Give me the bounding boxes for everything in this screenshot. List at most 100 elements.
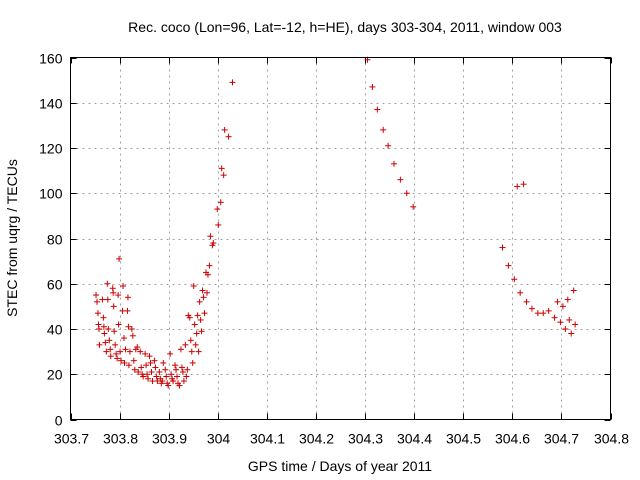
data-point — [174, 373, 181, 380]
data-point — [168, 371, 175, 378]
data-point — [115, 321, 122, 328]
data-point — [505, 262, 512, 269]
data-point — [121, 359, 128, 366]
data-point — [101, 330, 108, 337]
data-point — [140, 373, 147, 380]
data-point — [113, 350, 120, 357]
x-tick-label: 304.3 — [348, 431, 383, 447]
data-point — [115, 292, 122, 299]
data-point — [121, 335, 128, 342]
data-point — [183, 373, 190, 380]
data-point — [188, 348, 195, 355]
x-tick-label: 304.8 — [594, 431, 629, 447]
x-tick-label: 304.4 — [397, 431, 432, 447]
data-point — [197, 316, 204, 323]
data-point — [110, 289, 117, 296]
x-tick-label: 303.9 — [152, 431, 187, 447]
data-point — [225, 133, 232, 140]
data-point — [165, 382, 172, 389]
data-point — [380, 126, 387, 133]
data-point — [100, 323, 107, 330]
data-points — [93, 56, 579, 389]
x-tick-label: 303.8 — [103, 431, 138, 447]
data-point — [391, 160, 398, 167]
x-tick-labels: 303.7 303.8 303.9 304 304.1 304.2 304.3 304.4 30… — [54, 431, 629, 447]
data-point — [204, 271, 211, 278]
data-point — [170, 378, 177, 385]
data-point — [110, 303, 117, 310]
data-point — [124, 307, 131, 314]
y-tick-labels: 0 20 40 60 80 100 120 140 160 — [39, 51, 63, 429]
data-point — [214, 206, 221, 213]
data-point — [369, 83, 376, 90]
data-point — [176, 382, 183, 389]
data-point — [116, 255, 123, 262]
data-point — [545, 307, 552, 314]
data-point — [218, 165, 225, 172]
data-point — [528, 305, 535, 312]
data-point — [566, 316, 573, 323]
data-point — [99, 296, 106, 303]
data-point — [534, 310, 541, 317]
data-point — [551, 314, 558, 321]
data-point — [159, 378, 166, 385]
data-point — [153, 373, 160, 380]
data-point — [125, 362, 132, 369]
data-point — [195, 348, 202, 355]
data-point — [206, 262, 213, 269]
data-point — [94, 310, 101, 317]
data-point — [147, 359, 154, 366]
data-point — [187, 337, 194, 344]
data-point — [160, 359, 167, 366]
data-point — [131, 366, 138, 373]
data-point — [180, 378, 187, 385]
data-point — [189, 359, 196, 366]
data-point — [172, 362, 179, 369]
y-axis-label: STEC from uqrg / TECUs — [4, 159, 20, 317]
data-point — [107, 346, 114, 353]
data-point — [193, 330, 200, 337]
data-point — [562, 326, 569, 332]
data-point — [128, 326, 135, 332]
data-point — [146, 353, 153, 360]
data-point — [217, 199, 224, 206]
data-point — [114, 355, 121, 362]
data-point — [564, 296, 571, 303]
data-point — [148, 368, 155, 375]
data-point — [134, 344, 141, 351]
data-point — [177, 346, 184, 353]
data-point — [397, 176, 404, 183]
x-tick-label: 304.5 — [446, 431, 481, 447]
data-point — [192, 341, 199, 348]
data-point — [144, 371, 151, 378]
data-point — [122, 346, 129, 353]
data-point — [186, 314, 193, 321]
plot-frame — [70, 57, 611, 420]
data-point — [151, 357, 158, 364]
data-point — [143, 362, 150, 369]
data-point — [145, 375, 152, 382]
x-tick-label: 304 — [207, 431, 231, 447]
data-point — [385, 142, 392, 149]
data-point — [138, 364, 145, 371]
data-point — [104, 280, 111, 287]
y-tick-label: 40 — [47, 322, 63, 338]
y-tick-label: 60 — [47, 277, 63, 293]
data-point — [184, 366, 191, 373]
x-tick-label: 304.1 — [250, 431, 285, 447]
data-point — [210, 240, 217, 247]
data-point — [559, 303, 566, 310]
data-point — [568, 330, 575, 337]
data-point — [572, 321, 579, 328]
chart-title: Rec. coco (Lon=96, Lat=-12, h=HE), days … — [128, 19, 562, 35]
data-point — [199, 287, 206, 294]
data-point — [200, 294, 207, 301]
y-tick-label: 100 — [39, 186, 63, 202]
x-tick-label: 304.6 — [495, 431, 530, 447]
data-point — [514, 183, 521, 190]
data-point — [374, 106, 381, 113]
data-point — [499, 244, 506, 251]
data-point — [112, 341, 119, 348]
data-point — [94, 298, 101, 305]
x-axis-label: GPS time / Days of year 2011 — [248, 458, 432, 474]
